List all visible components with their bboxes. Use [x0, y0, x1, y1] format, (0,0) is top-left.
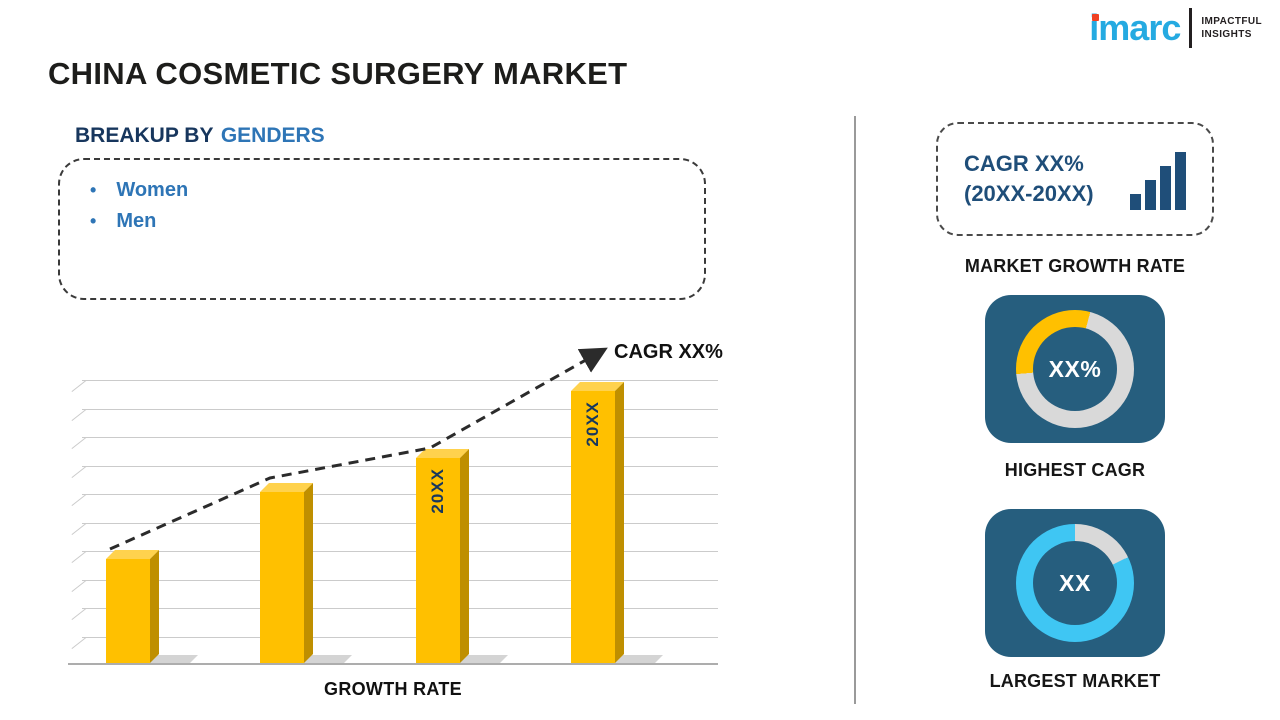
bar-chart-icon-bar: [1160, 166, 1171, 210]
gridline: [82, 579, 718, 581]
breakup-item-men: Men: [116, 210, 157, 232]
market-growth-rate-card: CAGR XX% (20XX-20XX): [936, 122, 1214, 236]
breakup-heading-prefix: BREAKUP BY: [75, 124, 214, 147]
highest-cagr-value: XX%: [1048, 355, 1102, 382]
imarc-logo-wordmark: imarc: [1089, 7, 1181, 48]
logo-separator: [1189, 8, 1193, 48]
largest-market-donut-chart: XX: [1016, 524, 1134, 642]
vertical-divider: [854, 116, 856, 704]
breakup-heading-highlight: GENDERS: [220, 124, 325, 147]
highest-cagr-label: HIGHEST CAGR: [1004, 460, 1146, 480]
logo-tagline: IMPACTFUL INSIGHTS: [1201, 15, 1262, 41]
bar-3: 20XX: [416, 449, 469, 663]
gridline: [82, 380, 718, 381]
largest-market-value: XX: [1059, 569, 1091, 596]
gridline: [82, 608, 718, 609]
page-title: CHINA COSMETIC SURGERY MARKET: [48, 56, 628, 91]
bar-side-face: [615, 382, 624, 663]
bar-2: [260, 483, 313, 663]
chart-x-axis-label: GROWTH RATE: [324, 679, 462, 699]
cagr-annotation: CAGR XX%: [614, 341, 723, 363]
bar-side-face: [304, 483, 313, 663]
logo-tagline-line2: INSIGHTS: [1201, 29, 1252, 40]
imarc-logo: imarc IMPACTFUL INSIGHTS: [1089, 8, 1262, 48]
gridline: [82, 551, 718, 552]
highest-cagr-donut-chart: XX%: [1016, 310, 1134, 428]
highest-cagr-card: XX%: [985, 295, 1165, 443]
largest-market-label: LARGEST MARKET: [989, 671, 1161, 691]
list-item: • Men: [90, 206, 704, 237]
bar-chart-icon-bar: [1130, 194, 1141, 210]
bar-chart-icon-bar: [1145, 180, 1156, 210]
breakup-item-women: Women: [116, 179, 189, 201]
imarc-brand-text: imarc: [1089, 7, 1181, 48]
list-item: • Women: [90, 175, 704, 206]
market-growth-rate-label: MARKET GROWTH RATE: [964, 256, 1186, 276]
bullet-icon: •: [90, 210, 97, 231]
imarc-logo-red-dot: [1092, 14, 1100, 21]
bullet-icon: •: [90, 179, 97, 200]
cagr-line2: (20XX-20XX): [964, 181, 1094, 206]
bar-chart-icon-bar: [1175, 152, 1186, 210]
breakup-box: • Women • Men: [58, 158, 706, 300]
bar-chart-icon: [1130, 148, 1186, 210]
bar-4: 20XX: [571, 382, 624, 663]
breakup-list: • Women • Men: [60, 160, 704, 237]
logo-tagline-line1: IMPACTFUL: [1201, 16, 1262, 27]
breakup-heading: BREAKUP BY GENDERS: [75, 124, 325, 148]
bar-year-label: 20XX: [583, 401, 602, 447]
bar-1: [106, 550, 159, 663]
bar-side-face: [150, 550, 159, 663]
bar-side-face: [460, 449, 469, 663]
gridline: [82, 636, 718, 638]
largest-market-card: XX: [985, 509, 1165, 657]
growth-bar-chart: 20XX 20XX: [68, 380, 718, 665]
cagr-text: CAGR XX% (20XX-20XX): [964, 149, 1094, 208]
bar-year-label: 20XX: [428, 468, 447, 514]
cagr-line1: CAGR XX%: [964, 151, 1084, 177]
